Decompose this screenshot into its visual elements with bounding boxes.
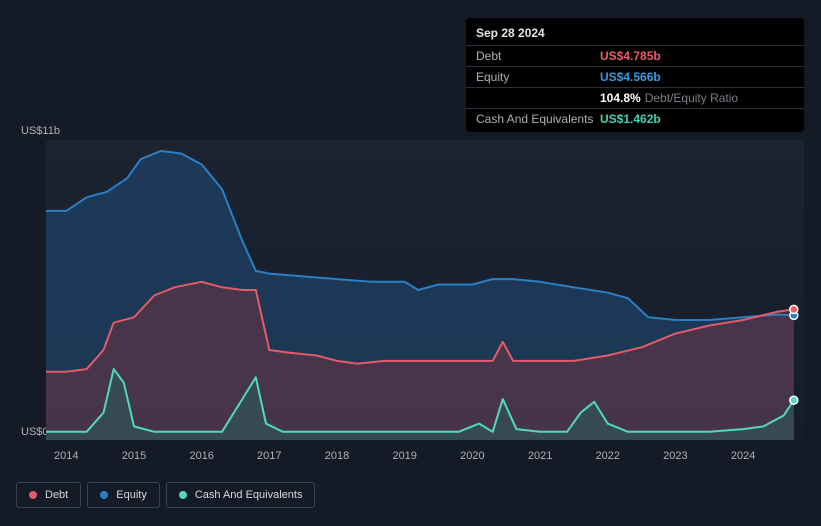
plot-area[interactable] — [46, 140, 804, 440]
tooltip-row-debt: Debt US$4.785b — [466, 45, 804, 66]
tooltip-value-equity: US$4.566b — [600, 70, 661, 84]
x-tick: 2020 — [460, 450, 484, 462]
legend-label: Equity — [116, 489, 147, 501]
x-tick: 2022 — [595, 450, 619, 462]
legend-item-debt[interactable]: Debt — [16, 482, 81, 508]
tooltip-label: Debt — [476, 49, 600, 63]
x-tick: 2018 — [325, 450, 349, 462]
x-tick: 2016 — [189, 450, 213, 462]
x-tick: 2023 — [663, 450, 687, 462]
y-axis-bottom-label: US$0 — [21, 426, 49, 438]
tooltip-date: Sep 28 2024 — [466, 24, 804, 45]
tooltip-label — [476, 91, 600, 105]
x-tick: 2024 — [731, 450, 755, 462]
tooltip-row-ratio: 104.8% Debt/Equity Ratio — [466, 87, 804, 108]
x-tick: 2019 — [392, 450, 416, 462]
end-marker-cash — [790, 396, 798, 404]
tooltip-ratio-pct: 104.8% — [600, 91, 641, 105]
legend-item-cash[interactable]: Cash And Equivalents — [166, 482, 316, 508]
tooltip-row-equity: Equity US$4.566b — [466, 66, 804, 87]
legend-swatch-icon — [100, 491, 108, 499]
x-tick: 2017 — [257, 450, 281, 462]
chart-container: US$11b US$0 2014 2015 2016 2017 2018 2019 2020… — [16, 120, 806, 465]
x-tick: 2021 — [528, 450, 552, 462]
legend: Debt Equity Cash And Equivalents — [16, 482, 315, 508]
legend-label: Cash And Equivalents — [195, 489, 303, 501]
tooltip-value-debt: US$4.785b — [600, 49, 661, 63]
x-axis: 2014 2015 2016 2017 2018 2019 2020 2021 2022 2023… — [46, 450, 804, 470]
tooltip-ratio-text: Debt/Equity Ratio — [645, 91, 738, 105]
legend-swatch-icon — [29, 491, 37, 499]
tooltip-label: Equity — [476, 70, 600, 84]
hover-tooltip: Sep 28 2024 Debt US$4.785b Equity US$4.5… — [466, 18, 804, 132]
legend-swatch-icon — [179, 491, 187, 499]
legend-item-equity[interactable]: Equity — [87, 482, 160, 508]
chart-svg — [46, 140, 804, 440]
x-tick: 2014 — [54, 450, 78, 462]
y-axis-top-label: US$11b — [21, 125, 60, 137]
x-tick: 2015 — [122, 450, 146, 462]
legend-label: Debt — [45, 489, 68, 501]
end-marker-debt — [790, 305, 798, 313]
